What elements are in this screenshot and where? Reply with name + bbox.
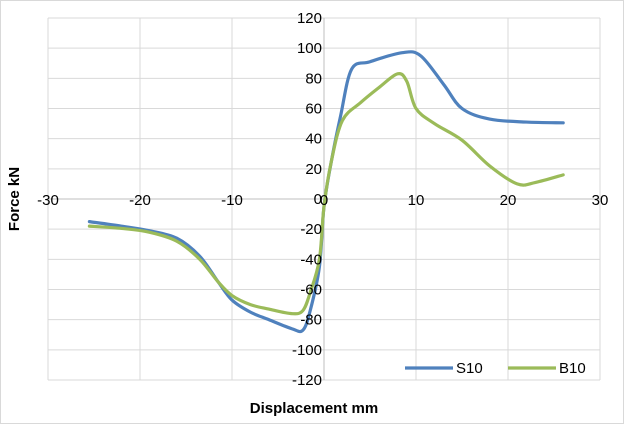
y-tick-label: -120 (292, 372, 322, 389)
x-tick-label: -10 (221, 192, 243, 209)
x-tick-label: 0 (320, 192, 328, 209)
y-tick-label: 80 (305, 70, 322, 87)
x-axis-title: Displacement mm (250, 400, 378, 417)
y-tick-label: -60 (300, 282, 322, 299)
x-tick-label: 10 (408, 192, 425, 209)
y-tick-label: 120 (297, 10, 322, 27)
series-line-b10 (87, 72, 565, 316)
y-tick-label: -40 (300, 251, 322, 268)
x-tick-label: 30 (592, 192, 609, 209)
y-tick-label: 60 (305, 101, 322, 118)
y-axis-title: Force kN (6, 167, 23, 231)
y-tick-label: 0 (314, 191, 322, 208)
y-tick-label: -80 (300, 312, 322, 329)
series-lines (87, 50, 565, 334)
y-tick-label: 20 (305, 161, 322, 178)
y-tick-label: 100 (297, 40, 322, 57)
y-tick-label: -100 (292, 342, 322, 359)
x-tick-label: -20 (129, 192, 151, 209)
legend-label-s10: S10 (456, 360, 483, 377)
x-tick-label: -30 (37, 192, 59, 209)
tick-labels: -30 -20 -10 0 10 20 30-120-100-80-60-40-200204… (37, 10, 608, 389)
y-tick-label: -20 (300, 221, 322, 238)
legend: S10 B10 (405, 360, 586, 377)
y-tick-label: 40 (305, 131, 322, 148)
x-tick-label: 20 (500, 192, 517, 209)
legend-label-b10: B10 (559, 360, 586, 377)
